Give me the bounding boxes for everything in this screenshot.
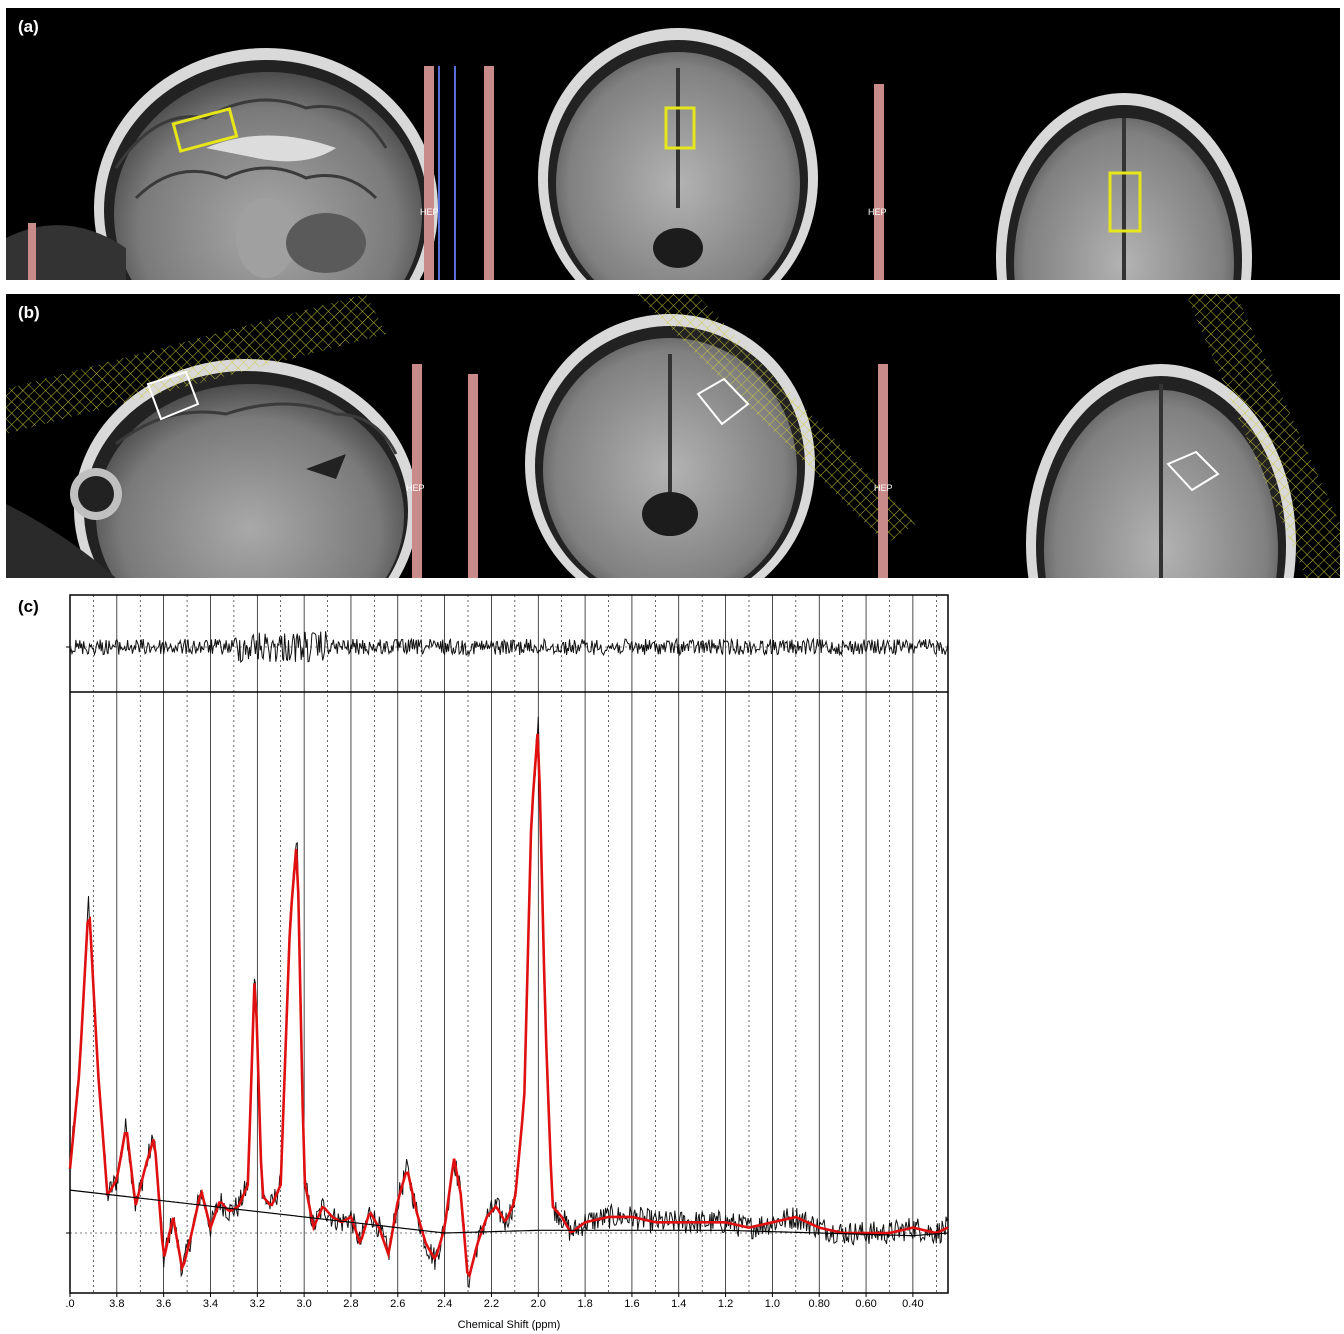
residual-line [69, 631, 949, 664]
x-tick-label: 1.6 [624, 1298, 639, 1310]
mri-views-b: HEP HEP [6, 294, 1340, 578]
panel-label-b: (b) [18, 303, 40, 322]
residual-layer [69, 631, 949, 664]
coronal-view-a: HEP [538, 28, 887, 280]
sagittal-view-a: HEP [6, 48, 494, 280]
saturation-band-axial [1186, 294, 1340, 578]
x-tick-label: 1.8 [577, 1298, 592, 1310]
mri-views-a: HEP HEP [6, 28, 1252, 280]
raw-spectrum-line [69, 716, 949, 1289]
x-tick-label: 3.8 [109, 1298, 124, 1310]
x-tick-label: 2.6 [390, 1298, 405, 1310]
x-tick-label: 1.0 [765, 1298, 780, 1310]
plot-frame [69, 594, 949, 1294]
x-tick-label: 2.8 [343, 1298, 358, 1310]
voxel-box-sagittal [171, 107, 239, 153]
mri-row-a: HEP HEP [6, 8, 1340, 280]
voxel-cube-sagittal [146, 370, 200, 421]
voxel-cube-axial [1166, 450, 1220, 492]
x-axis-title: Chemical Shift (ppm) [458, 1319, 561, 1331]
frame-layer [69, 594, 949, 1294]
voxel-cube-coronal [696, 377, 750, 426]
voxel-box-axial [1108, 171, 1142, 233]
sagittal-view-b: HEP [6, 294, 478, 578]
spectrum-chart: .0 3.8 3.6 3.4 3.2 3.0 2.8 2.6 2.4 2.2 2.0 1.8 1.6 1.… [65, 594, 949, 1331]
x-tick-label: 3.2 [250, 1298, 265, 1310]
raw-layer [69, 716, 949, 1289]
coronal-view-b: HEP [525, 294, 916, 578]
axial-view-b [1026, 294, 1340, 578]
saturation-band-sagittal [6, 294, 386, 434]
x-tick-label: 2.2 [484, 1298, 499, 1310]
series-layer [68, 733, 949, 1279]
axial-view-a [996, 93, 1252, 280]
x-tick-label: 0.60 [855, 1298, 876, 1310]
x-tick-label: 0.80 [809, 1298, 830, 1310]
voxel-box-coronal [664, 106, 696, 150]
x-tick-label: 3.6 [156, 1298, 171, 1310]
grid-layer [69, 595, 937, 1293]
x-tick-label: 0.40 [902, 1298, 923, 1310]
mri-row-b: HEP HEP [6, 294, 1340, 578]
x-tick-label: 1.4 [671, 1298, 686, 1310]
tick-layer: .0 3.8 3.6 3.4 3.2 3.0 2.8 2.6 2.4 2.2 2.0 1.8 1.6 1.… [65, 646, 924, 1310]
panel-label-c: (c) [18, 597, 39, 616]
x-tick-label: .0 [65, 1298, 74, 1310]
x-tick-label: 3.4 [203, 1298, 218, 1310]
scale-marker-3: HEP [406, 483, 425, 493]
baseline-series-line [69, 1189, 949, 1237]
scale-marker-2: HEP [868, 207, 887, 217]
scale-marker-4: HEP [874, 483, 893, 493]
x-tick-label: 1.2 [718, 1298, 733, 1310]
x-tick-label: 2.4 [437, 1298, 452, 1310]
x-tick-label: 3.0 [296, 1298, 311, 1310]
panel-label-a: (a) [18, 17, 39, 36]
fit-series-line [68, 733, 949, 1279]
scale-marker-1: HEP [420, 207, 439, 217]
x-tick-label: 2.0 [531, 1298, 546, 1310]
saturation-band-coronal [636, 294, 916, 544]
